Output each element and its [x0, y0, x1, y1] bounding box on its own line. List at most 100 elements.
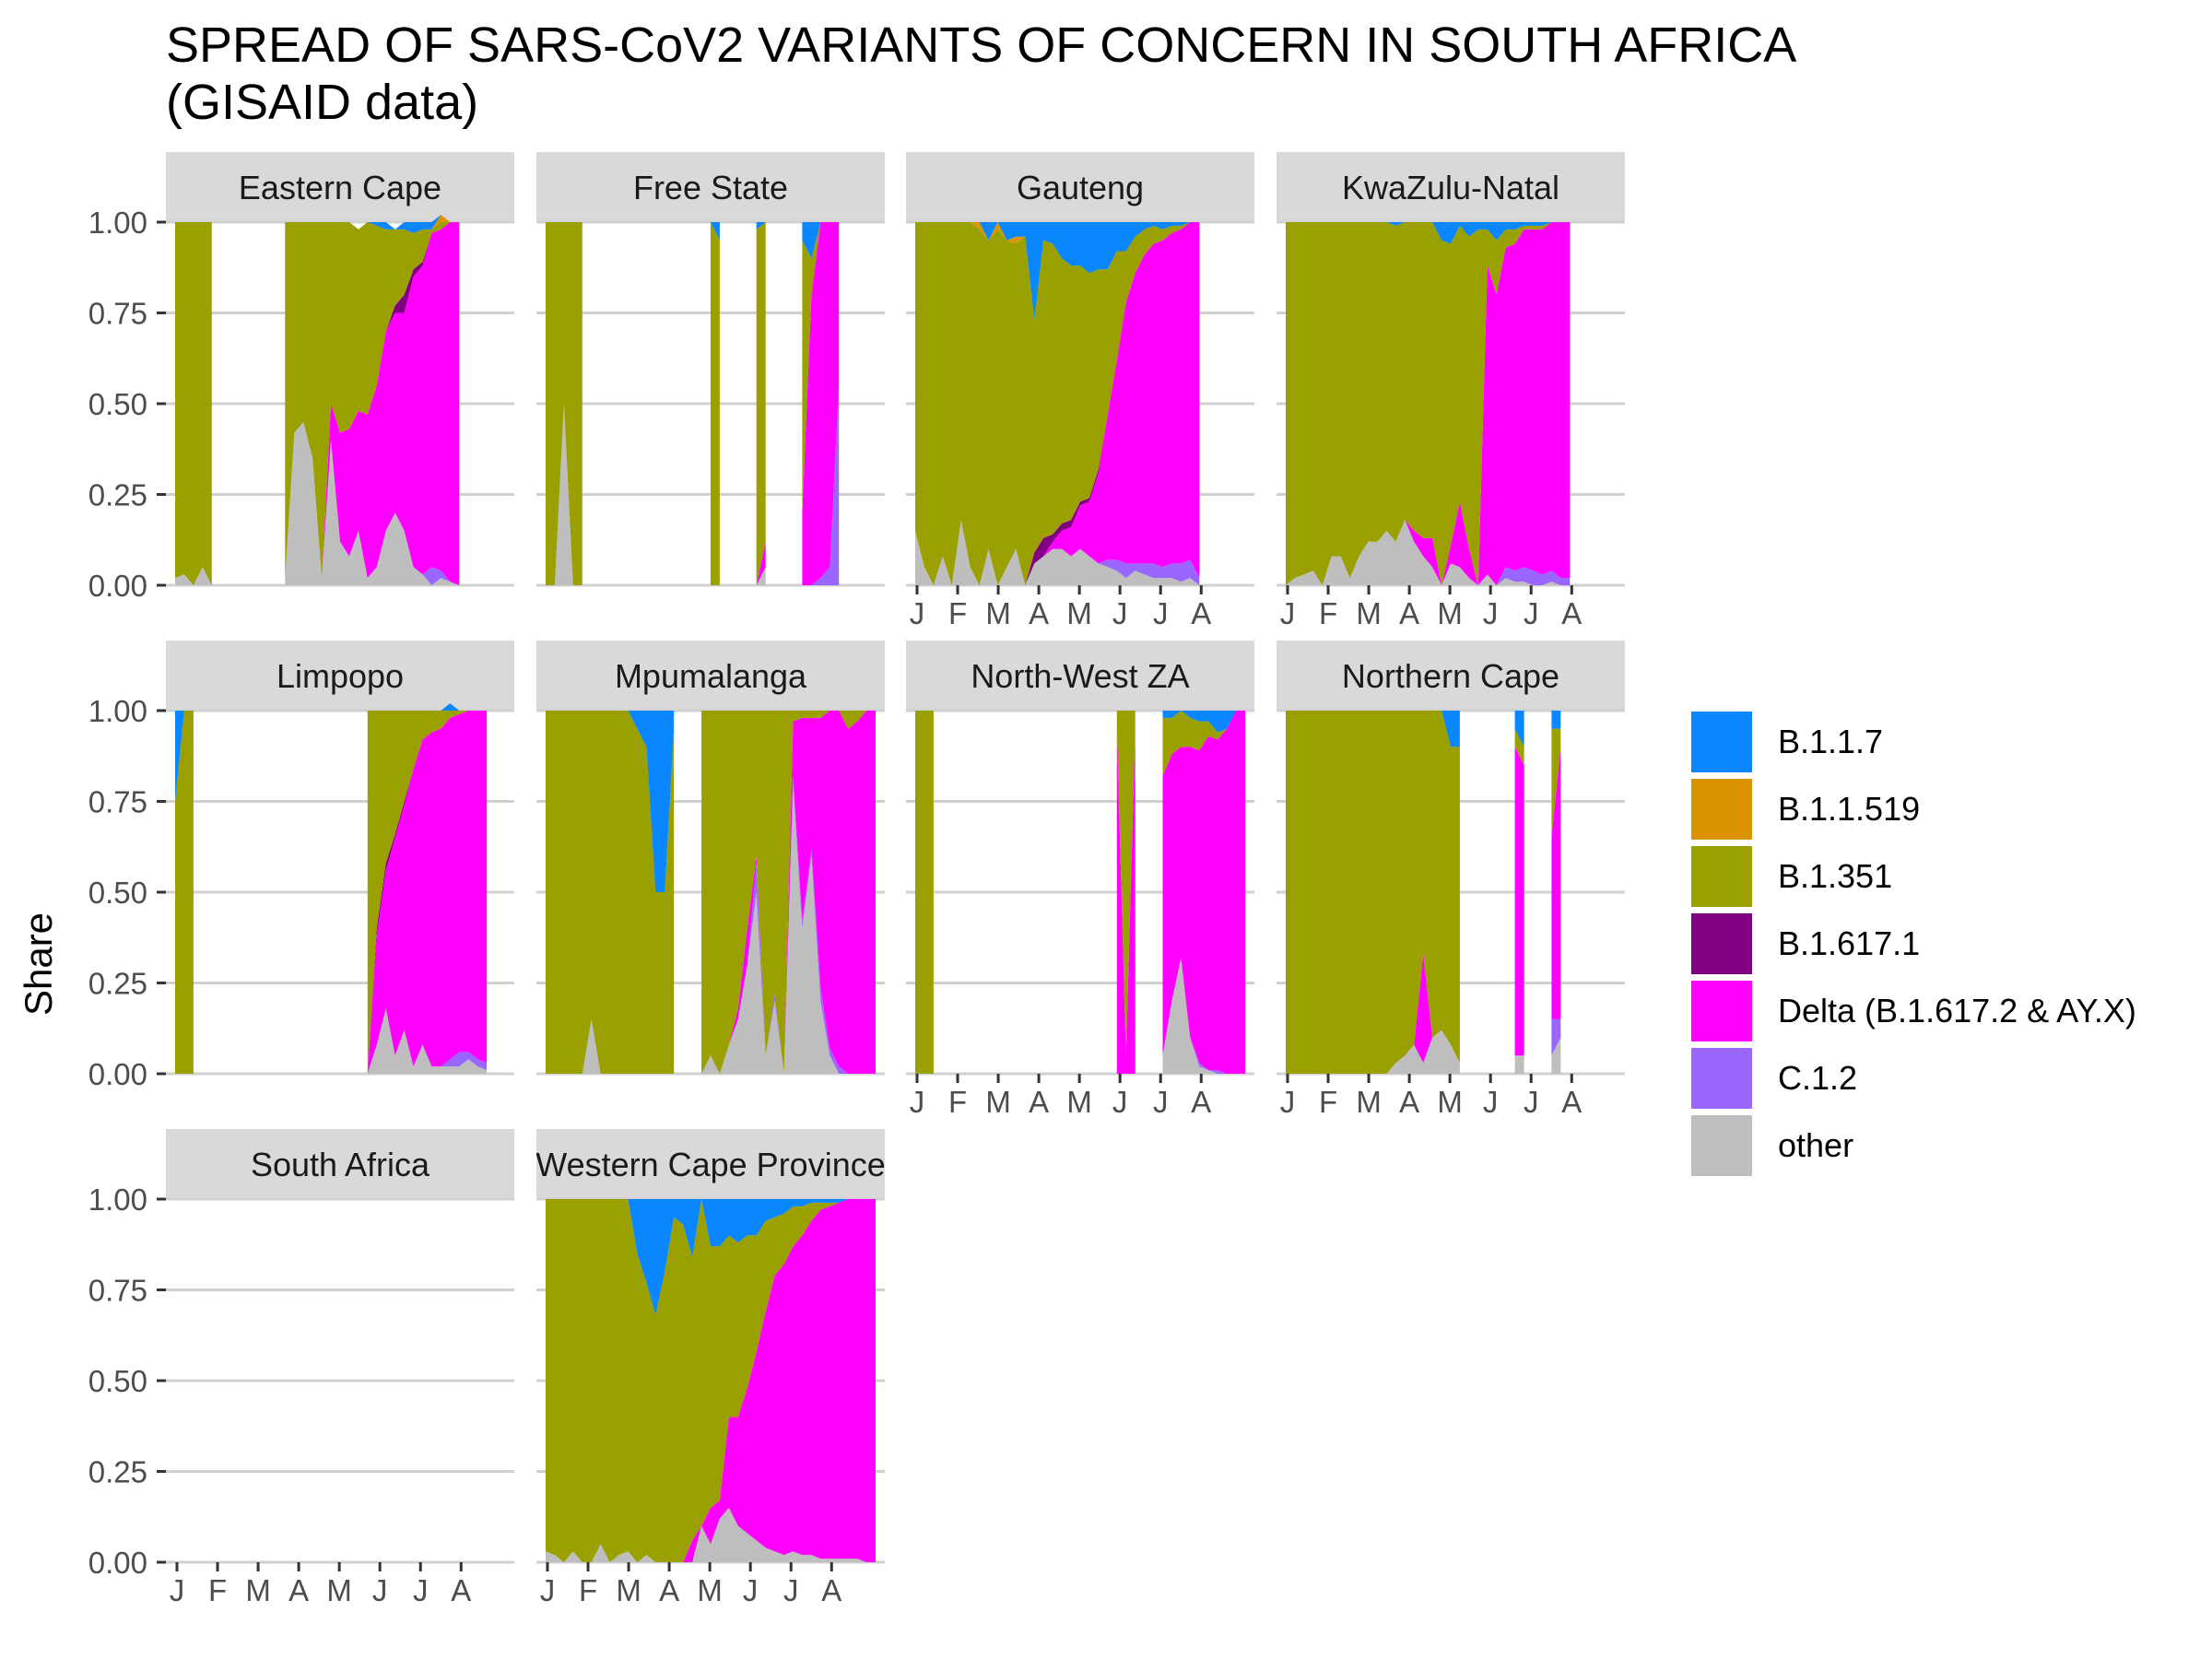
legend-label: other [1778, 1126, 1854, 1164]
legend-label: B.1.617.1 [1778, 924, 1921, 962]
area-c-1-2-northern-cape-segment-2 [1551, 1018, 1561, 1056]
area-b-1-351-north-west-za-segment-1 [1116, 711, 1135, 1056]
strip-label: Mpumalanga [615, 657, 807, 695]
area-other-free-state-segment-2 [756, 567, 766, 585]
x-tick-label: M [326, 1573, 352, 1607]
legend-swatch [1691, 1048, 1752, 1109]
area-other-mpumalanga-segment-1 [701, 782, 876, 1074]
legend-swatch [1691, 981, 1752, 1041]
x-tick-label: A [1191, 1085, 1211, 1119]
area-delta-b-1-617-2-ay-x-free-state-segment-2 [756, 541, 766, 585]
y-tick-label: 0.00 [88, 569, 147, 603]
y-tick-label: 1.00 [88, 694, 147, 728]
area-b-1-351-free-state-segment-2 [756, 222, 766, 585]
area-b-1-351-eastern-cape-segment-0 [175, 222, 212, 585]
strip-background [536, 152, 885, 222]
area-other-free-state-segment-0 [546, 404, 582, 585]
x-tick-label: A [288, 1573, 309, 1607]
x-tick-label: A [1561, 1085, 1582, 1119]
y-tick-label: 0.25 [88, 478, 147, 512]
strip-label: Free State [633, 169, 788, 206]
legend-swatch [1691, 1115, 1752, 1176]
area-b-1-351-free-state-segment-3 [802, 222, 840, 513]
x-tick-label: J [743, 1573, 759, 1607]
legend-item: C.1.2 [1691, 1048, 2207, 1109]
x-tick-label: A [1029, 596, 1049, 630]
area-other-northern-cape-segment-2 [1551, 1037, 1561, 1074]
area-b-1-351-northern-cape-segment-0 [1286, 711, 1460, 1074]
strip-label: North-West ZA [971, 657, 1189, 695]
strip-background [536, 1129, 885, 1199]
x-tick-label: M [616, 1573, 641, 1607]
x-tick-label: M [985, 1085, 1011, 1119]
x-tick-label: M [1437, 596, 1463, 630]
area-other-limpopo-segment-1 [367, 1008, 488, 1074]
area-b-1-351-northern-cape-segment-2 [1551, 728, 1561, 838]
area-b-1-1-7-eastern-cape-segment-1 [285, 215, 460, 233]
area-other-north-west-za-segment-2 [1162, 957, 1245, 1074]
area-delta-b-1-617-2-ay-x-eastern-cape-segment-1 [285, 222, 460, 585]
area-b-1-351-north-west-za-segment-0 [915, 711, 934, 1074]
strip-label: Western Cape Province [535, 1146, 886, 1183]
area-b-1-351-western-cape-province-segment-0 [546, 1199, 876, 1562]
y-tick-label: 0.25 [88, 967, 147, 1001]
strip-background [906, 641, 1254, 711]
area-b-1-1-7-free-state-segment-3 [802, 222, 840, 259]
area-other-northern-cape-segment-0 [1286, 1030, 1460, 1074]
x-tick-label: F [579, 1573, 597, 1607]
area-delta-b-1-617-2-ay-x-north-west-za-segment-2 [1162, 711, 1245, 1074]
panel-mpumalanga: Mpumalanga [536, 641, 885, 1076]
x-tick-label: F [208, 1573, 227, 1607]
area-b-1-1-7-mpumalanga-segment-0 [546, 711, 675, 892]
x-tick-label: M [985, 596, 1011, 630]
x-tick-label: J [170, 1573, 185, 1607]
area-delta-b-1-617-2-ay-x-gauteng-segment-0 [915, 222, 1200, 585]
area-b-1-1-7-northern-cape-segment-2 [1551, 711, 1561, 729]
legend-item: Delta (B.1.617.2 & AY.X) [1691, 981, 2207, 1041]
area-b-1-1-7-kwazulu-natal-segment-0 [1286, 222, 1571, 244]
legend-item: B.1.351 [1691, 846, 2207, 907]
legend-item: other [1691, 1115, 2207, 1176]
x-tick-label: M [1356, 1085, 1382, 1119]
area-delta-b-1-617-2-ay-x-western-cape-province-segment-0 [546, 1199, 876, 1562]
x-tick-label: F [1319, 596, 1337, 630]
area-other-western-cape-province-segment-0 [546, 1507, 876, 1562]
strip-background [1277, 152, 1625, 222]
chart-title-line-1: SPREAD OF SARS-CoV2 VARIANTS OF CONCERN … [166, 18, 1797, 73]
y-tick-label: 0.50 [88, 1364, 147, 1398]
area-c-1-2-gauteng-segment-0 [915, 520, 1200, 585]
x-tick-label: J [540, 1573, 556, 1607]
area-b-1-1-7-limpopo-segment-0 [175, 711, 194, 802]
legend-label: C.1.2 [1778, 1059, 1858, 1097]
area-other-eastern-cape-segment-0 [175, 567, 212, 585]
y-tick-label: 0.25 [88, 1455, 147, 1489]
x-tick-label: M [697, 1573, 723, 1607]
area-b-1-1-7-gauteng-segment-0 [915, 222, 1200, 321]
x-tick-label: J [1280, 596, 1296, 630]
area-delta-b-1-617-2-ay-x-free-state-segment-3 [802, 222, 840, 585]
legend-item: B.1.617.1 [1691, 913, 2207, 974]
area-b-1-351-free-state-segment-0 [546, 222, 582, 585]
area-b-1-1-519-eastern-cape-segment-1 [285, 215, 460, 233]
x-tick-label: M [1437, 1085, 1463, 1119]
x-tick-label: A [451, 1573, 471, 1607]
y-tick-label: 0.00 [88, 1057, 147, 1091]
area-delta-b-1-617-2-ay-x-kwazulu-natal-segment-0 [1286, 222, 1571, 585]
strip-label: South Africa [251, 1146, 430, 1183]
area-b-1-351-limpopo-segment-1 [367, 711, 488, 1074]
x-tick-label: A [1399, 596, 1419, 630]
x-tick-label: J [1153, 596, 1169, 630]
legend-swatch [1691, 913, 1752, 974]
x-tick-label: J [1280, 1085, 1296, 1119]
x-tick-label: M [1356, 596, 1382, 630]
area-delta-b-1-617-2-ay-x-limpopo-segment-1 [367, 711, 488, 1074]
strip-label: Eastern Cape [239, 169, 441, 206]
area-b-1-351-kwazulu-natal-segment-0 [1286, 222, 1571, 585]
area-other-eastern-cape-segment-1 [285, 421, 460, 585]
area-delta-b-1-617-2-ay-x-mpumalanga-segment-1 [701, 711, 876, 1074]
x-tick-label: J [1153, 1085, 1169, 1119]
strip-label: Gauteng [1017, 169, 1144, 206]
legend-swatch [1691, 712, 1752, 772]
